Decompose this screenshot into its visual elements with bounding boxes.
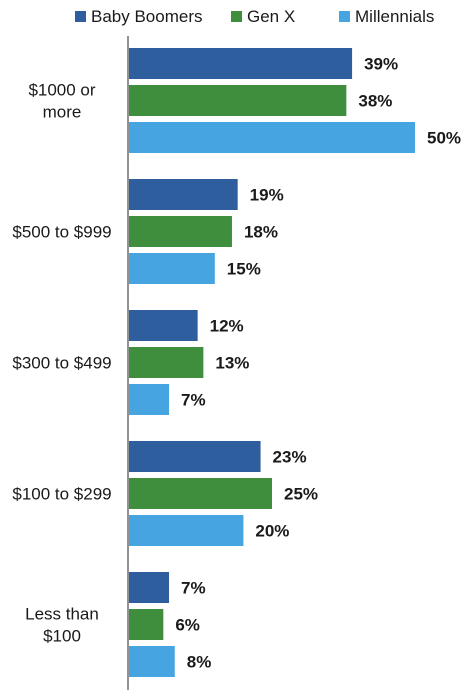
bar-baby-boomers-3	[129, 441, 261, 472]
legend-label-gen-x: Gen X	[247, 7, 295, 26]
value-label-gen-x-0: 38%	[358, 92, 392, 111]
bar-gen-x-2	[129, 347, 204, 378]
bar-gen-x-0	[129, 85, 347, 116]
bar-millennials-2	[129, 384, 170, 415]
value-label-millennials-4: 8%	[187, 653, 212, 672]
category-label-1: $500 to $999	[12, 223, 111, 242]
value-label-gen-x-1: 18%	[244, 223, 278, 242]
category-label-2: $300 to $499	[12, 354, 111, 373]
bar-gen-x-1	[129, 216, 232, 247]
value-labels: 39% 38% 50% 19% 18% 15% 12% 13% 7% 23% 25% 20% 7% 6% 8…	[175, 55, 461, 672]
legend-swatch-gen-x	[231, 11, 242, 22]
bar-millennials-4	[129, 646, 175, 677]
legend-label-baby-boomers: Baby Boomers	[91, 7, 203, 26]
value-label-baby-boomers-0: 39%	[364, 55, 398, 74]
bars	[129, 48, 415, 677]
legend-label-millennials: Millennials	[355, 7, 434, 26]
bar-millennials-1	[129, 253, 215, 284]
value-label-baby-boomers-2: 12%	[210, 317, 244, 336]
bar-gen-x-4	[129, 609, 164, 640]
value-label-baby-boomers-4: 7%	[181, 579, 206, 598]
bar-baby-boomers-4	[129, 572, 170, 603]
legend-swatch-baby-boomers	[75, 11, 86, 22]
category-label-3: $100 to $299	[12, 485, 111, 504]
value-label-gen-x-3: 25%	[284, 485, 318, 504]
value-label-gen-x-4: 6%	[175, 616, 200, 635]
category-label-4: Less than $100	[25, 605, 99, 646]
value-label-millennials-1: 15%	[227, 260, 261, 279]
legend-swatch-millennials	[339, 11, 350, 22]
category-labels: $1000 or more $500 to $999 $300 to $499 $100…	[12, 81, 111, 646]
bar-baby-boomers-1	[129, 179, 238, 210]
legend: Baby Boomers Gen X Millennials	[75, 7, 434, 26]
bar-gen-x-3	[129, 478, 272, 509]
category-label-0: $1000 or more	[28, 81, 95, 122]
bar-millennials-3	[129, 515, 244, 546]
value-label-millennials-3: 20%	[255, 522, 289, 541]
value-label-baby-boomers-1: 19%	[250, 186, 284, 205]
value-label-millennials-0: 50%	[427, 129, 461, 148]
value-label-millennials-2: 7%	[181, 391, 206, 410]
value-label-gen-x-2: 13%	[215, 354, 249, 373]
bar-baby-boomers-0	[129, 48, 353, 79]
bar-baby-boomers-2	[129, 310, 198, 341]
value-label-baby-boomers-3: 23%	[273, 448, 307, 467]
bar-millennials-0	[129, 122, 415, 153]
